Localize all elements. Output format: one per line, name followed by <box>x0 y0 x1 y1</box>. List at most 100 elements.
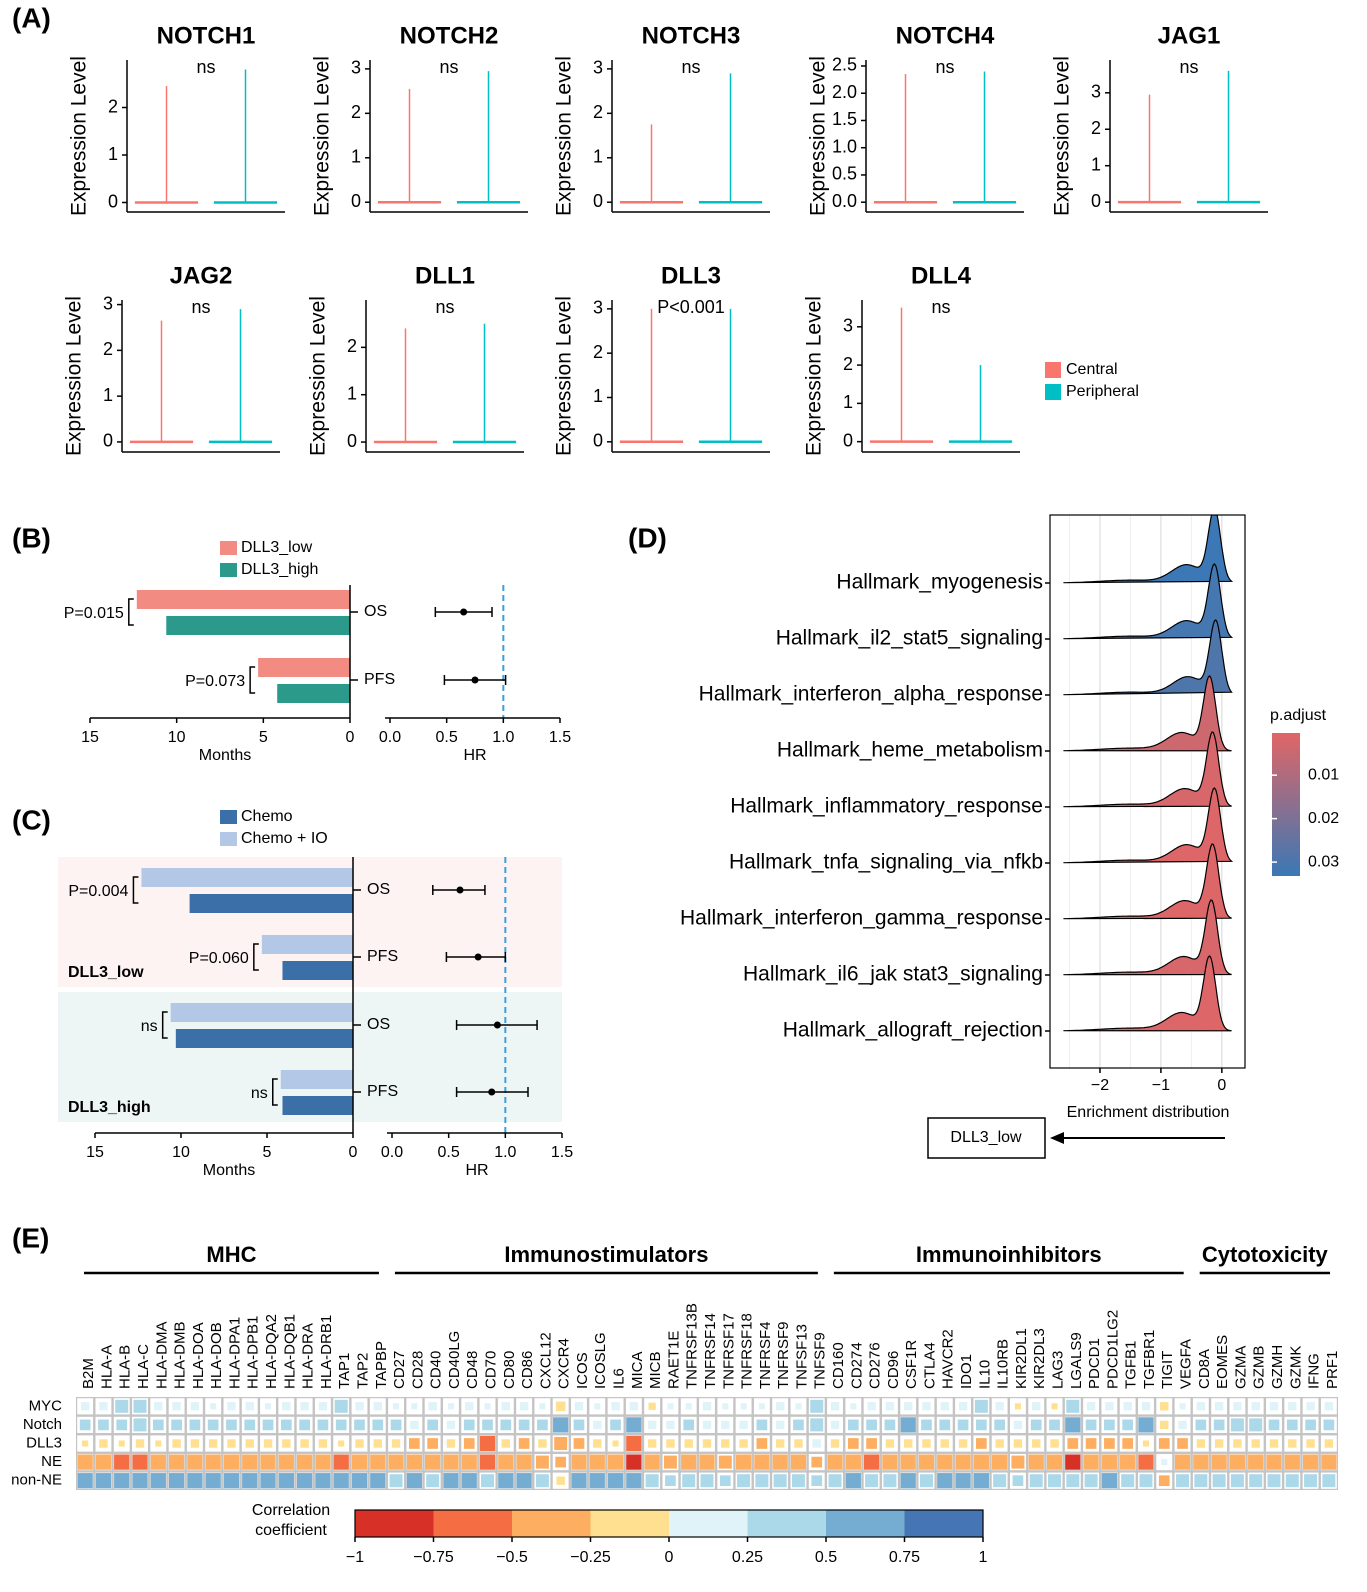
plot-title: JAG1 <box>1158 22 1221 49</box>
cell-square <box>1046 1454 1063 1470</box>
cell-square <box>827 1454 843 1470</box>
column-label: TNFRSF18 <box>739 1313 756 1389</box>
legend-label: DLL3_high <box>241 561 318 578</box>
column-label: HLA-DQB1 <box>281 1314 298 1389</box>
y-tick-label: 0 <box>593 191 603 211</box>
category-label: PFS <box>367 948 398 965</box>
column-label: TNFSF13 <box>793 1324 810 1389</box>
cell-square <box>812 1439 821 1448</box>
cell-square <box>811 1475 823 1487</box>
y-tick-label: 1 <box>593 386 603 406</box>
panel-label: (E) <box>12 1222 49 1253</box>
hr-point <box>474 953 482 961</box>
cell-square <box>210 1403 217 1410</box>
colorbar-tick-label: 0.01 <box>1308 766 1339 783</box>
cell-square <box>626 1435 642 1452</box>
category-label: OS <box>364 603 387 620</box>
bar <box>141 868 353 887</box>
panel-label: (B) <box>12 522 51 553</box>
cell-square <box>1160 1402 1169 1411</box>
cell-square <box>1176 1474 1190 1488</box>
annotation: ns <box>435 297 454 317</box>
cell-square <box>995 1439 1004 1448</box>
cell-square <box>900 1454 916 1470</box>
cell-square <box>1288 1402 1297 1411</box>
cell-square <box>775 1402 785 1411</box>
cell-square <box>1049 1419 1060 1431</box>
bracket <box>249 666 256 694</box>
cell-square <box>1101 1454 1118 1470</box>
cell-square <box>1321 1454 1337 1470</box>
cell-square <box>1028 1454 1044 1470</box>
column-label: MICB <box>647 1352 664 1390</box>
annotation: ns <box>1179 57 1198 77</box>
column-label: LGALS9 <box>1068 1332 1085 1389</box>
cell-square <box>589 1454 605 1470</box>
colorbar-bin <box>826 1510 905 1537</box>
group-header: Immunostimulators <box>504 1242 708 1267</box>
column-label: HLA-DOA <box>190 1322 207 1389</box>
cell-square <box>1267 1474 1281 1488</box>
cell-square <box>612 1440 619 1447</box>
cell-square <box>355 1402 364 1411</box>
ridge-label: Hallmark_il2_stat5_signaling <box>776 627 1043 650</box>
annotation: ns <box>935 57 954 77</box>
cell-square <box>795 1403 802 1410</box>
cell-square <box>629 1402 639 1411</box>
y-tick-label: 2 <box>103 339 113 359</box>
cell-square <box>883 1474 897 1488</box>
cell-square <box>372 1419 384 1431</box>
cell-square <box>555 1456 567 1468</box>
cell-square <box>391 1439 401 1448</box>
annotation: ns <box>191 297 210 317</box>
cell-square <box>1177 1438 1188 1449</box>
x-tick-label: 5 <box>259 729 268 746</box>
x-tick-label: 5 <box>263 1144 272 1161</box>
cell-square <box>974 1399 988 1413</box>
cell-square <box>903 1402 913 1411</box>
cell-square <box>1138 1454 1154 1470</box>
cell-square <box>1304 1474 1318 1488</box>
x-tick-label: 1.5 <box>549 729 571 746</box>
cell-square <box>810 1399 824 1413</box>
panel-label: (D) <box>628 522 667 553</box>
cell-square <box>957 1419 969 1431</box>
cell-square <box>866 1438 877 1449</box>
colorbar-tick-label: −0.25 <box>570 1549 611 1566</box>
cell-square <box>594 1403 601 1410</box>
cell-square <box>1032 1439 1041 1448</box>
cell-square <box>443 1454 459 1470</box>
colorbar-tick-label: −1 <box>346 1549 364 1566</box>
bar <box>166 616 350 635</box>
cell-square <box>1014 1403 1021 1410</box>
cell-square <box>976 1419 987 1431</box>
cell-square <box>645 1474 659 1488</box>
cell-square <box>719 1475 731 1487</box>
cell-square <box>867 1402 876 1411</box>
hr-point <box>471 676 479 684</box>
column-label: IDO1 <box>958 1354 975 1389</box>
cell-square <box>976 1438 987 1449</box>
cell-square <box>1083 1454 1099 1470</box>
legend-swatch <box>220 541 237 555</box>
colorbar-bin <box>355 1510 434 1537</box>
bar <box>277 684 350 703</box>
column-label: ICOSLG <box>592 1332 609 1389</box>
cell-square <box>702 1402 712 1411</box>
cell-square <box>373 1439 382 1448</box>
cell-square <box>1214 1439 1224 1448</box>
cell-square <box>573 1438 585 1449</box>
cell-square <box>1230 1418 1244 1432</box>
column-label: TNFRSF4 <box>757 1322 774 1390</box>
y-axis-label: Expression Level <box>803 296 826 456</box>
legend-label: Chemo + IO <box>241 830 328 847</box>
legend-label: Central <box>1066 361 1118 378</box>
x-axis-label: Enrichment distribution <box>1067 1104 1230 1121</box>
cell-square <box>393 1403 400 1410</box>
cell-square <box>338 1440 345 1447</box>
cell-square <box>155 1440 162 1447</box>
bar <box>282 961 353 980</box>
cell-square <box>1302 1454 1319 1470</box>
cell-square <box>882 1454 898 1470</box>
cell-square <box>973 1473 989 1489</box>
